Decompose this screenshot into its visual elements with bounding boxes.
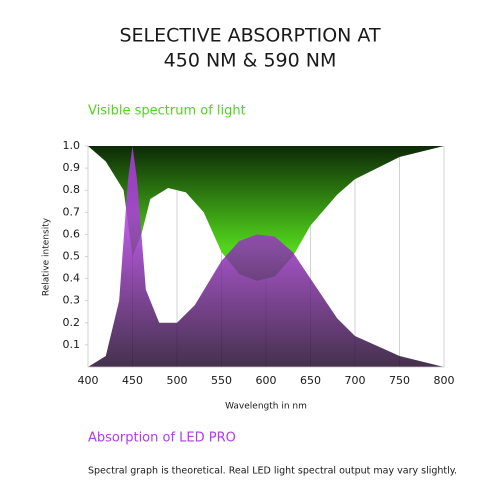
x-tick-label: 600	[256, 374, 277, 387]
y-tick-label: 0.9	[63, 161, 81, 174]
x-tick-label: 650	[300, 374, 321, 387]
chart-title: SELECTIVE ABSORPTION AT	[119, 25, 380, 47]
area	[88, 146, 444, 367]
x-tick-label: 500	[167, 374, 188, 387]
y-tick-label: 1.0	[63, 139, 81, 152]
y-axis-label: Relative intensity	[42, 217, 52, 296]
y-tick-label: 0.1	[63, 338, 81, 351]
x-tick-label: 400	[78, 374, 99, 387]
x-tick-label: 800	[434, 374, 455, 387]
y-tick-label: 0.4	[63, 272, 81, 285]
x-tick-label: 750	[389, 374, 410, 387]
y-tick-label: 0.7	[63, 205, 81, 218]
y-tick-label: 0.6	[63, 227, 81, 240]
chart-title: 450 NM & 590 NM	[164, 50, 337, 72]
x-tick-label: 550	[211, 374, 232, 387]
y-tick-label: 0.5	[63, 250, 81, 263]
y-tick-label: 0.8	[63, 183, 81, 196]
x-tick-label: 700	[345, 374, 366, 387]
area	[88, 146, 444, 281]
x-tick-label: 450	[122, 374, 143, 387]
legend-entry: Visible spectrum of light	[88, 104, 246, 119]
legend-entry: Absorption of LED PRO	[88, 431, 236, 446]
footnote: Spectral graph is theoretical. Real LED …	[88, 466, 457, 477]
y-tick-label: 0.2	[63, 316, 81, 329]
y-tick-label: 0.3	[63, 294, 81, 307]
x-axis-label: Wavelength in nm	[225, 402, 307, 412]
